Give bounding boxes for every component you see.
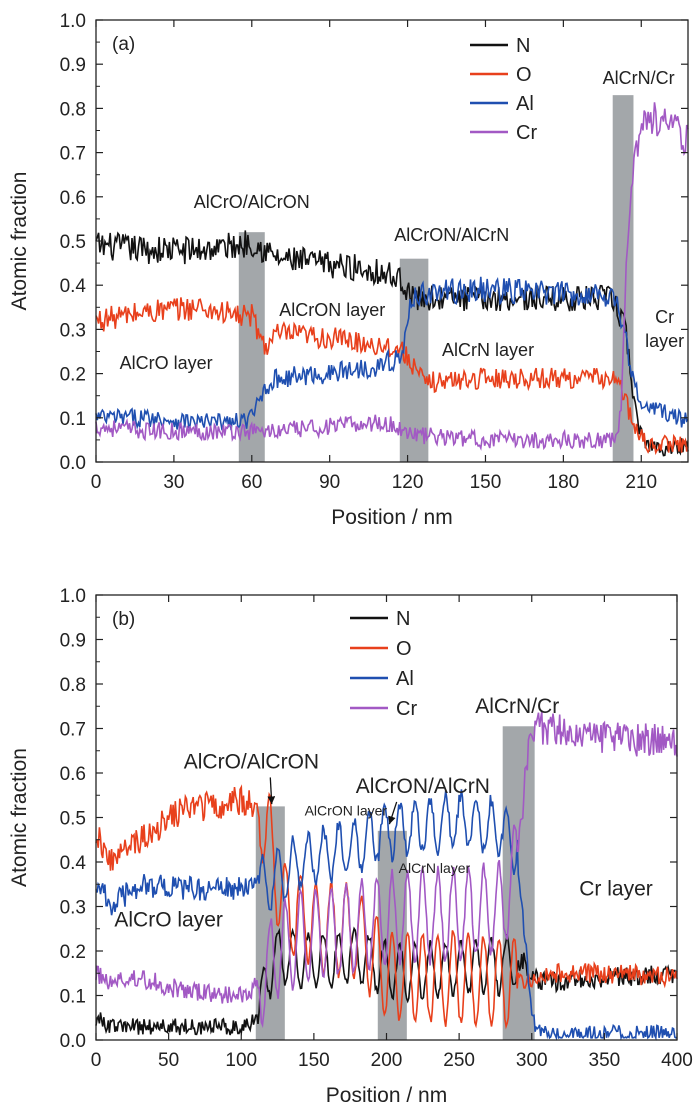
panel-a-x-tick-label: 210 — [625, 472, 657, 493]
panel-a-legend-label-n: N — [516, 35, 530, 57]
panel-b-arrow-1 — [267, 777, 276, 805]
panel-b-annotation-2: AlCrON/AlCrN — [356, 775, 490, 798]
panel-a-annotation-8: layer — [645, 331, 684, 351]
panel-b-annotation-7: Cr layer — [579, 877, 653, 900]
panel-b-y-tick-label: 0.4 — [60, 853, 87, 874]
panel-b-legend-label-al: Al — [396, 668, 414, 690]
panel-b-x-tick-label: 0 — [91, 1050, 102, 1071]
panel-b-x-tick-label: 100 — [225, 1050, 257, 1071]
panel-a-y-tick-label: 0.1 — [60, 409, 86, 430]
panel-b-legend-label-cr: Cr — [396, 698, 417, 720]
panel-a-annotation-2: AlCrON/AlCrN — [394, 225, 509, 245]
panel-a-y-tick-label: 1.0 — [60, 11, 86, 32]
panel-a-y-tick-label: 0.5 — [60, 232, 86, 253]
panel-a-annotation-4: AlCrON layer — [279, 300, 385, 320]
panel-a-x-tick-label: 0 — [91, 472, 102, 493]
panel-b-x-tick-label: 200 — [371, 1050, 403, 1071]
panel-b-x-tick-label: 150 — [298, 1050, 330, 1071]
panel-b-x-tick-label: 300 — [516, 1050, 548, 1071]
panel-a-series-cr-line — [95, 102, 689, 451]
panel-b-y-tick-label: 0.9 — [60, 631, 86, 652]
panel-a-series-al-line — [95, 276, 689, 431]
panel-b-y-tick-label: 0.7 — [60, 720, 86, 741]
panel-b-legend-label-n: N — [396, 608, 410, 630]
panel-b-x-tick-label: 350 — [589, 1050, 621, 1071]
panel-a-series-n-line — [95, 230, 689, 457]
panel-b-annotation-3: AlCrN/Cr — [475, 695, 559, 718]
panel-b-annotation-6: AlCrO layer — [114, 909, 223, 932]
panel-a-legend-label-o: O — [516, 64, 532, 86]
panel-b-y-tick-label: 0.6 — [60, 764, 86, 785]
panel-b-y-tick-label: 0.5 — [60, 809, 86, 830]
panel-a-annotation-1: AlCrO/AlCrON — [194, 192, 310, 212]
panel-b-x-axis-label: Position / nm — [326, 1084, 447, 1103]
panel-a-annotation-6: AlCrN layer — [442, 340, 534, 360]
panel-b-y-tick-label: 0.1 — [60, 987, 86, 1008]
panel-a-chart: 0.0 0.1 0.2 0.3 0.4 0.5 0.6 0.7 0.8 0.9 1.0 0 30 60 90… — [8, 11, 689, 529]
panel-a-series-o-line — [95, 297, 689, 456]
panel-b-y-tick-label: 0.2 — [60, 942, 86, 963]
panel-a-x-tick-label: 150 — [470, 472, 502, 493]
panel-b-chart: 0.0 0.1 0.2 0.3 0.4 0.5 0.6 0.7 0.8 0.9 1.0 0 50 100 1… — [8, 586, 693, 1103]
panel-a-legend-label-cr: Cr — [516, 122, 537, 144]
panel-b-series-cr-line — [95, 711, 678, 1029]
panel-a-x-tick-label: 90 — [319, 472, 340, 493]
panel-b-arrow-2 — [388, 801, 398, 825]
panel-a-annotation-3: AlCrN/Cr — [603, 68, 675, 88]
panel-b-annotation-1: AlCrO/AlCrON — [184, 751, 319, 774]
panel-a-x-tick-label: 30 — [163, 472, 184, 493]
panel-b-y-axis-label: Atomic fraction — [8, 748, 31, 887]
panel-a-legend-label-al: Al — [516, 93, 534, 115]
panel-b-annotation-4: AlCrON layer — [305, 802, 388, 818]
panel-a-x-axis-label: Position / nm — [331, 506, 452, 529]
panel-a-y-tick-label: 0.0 — [60, 453, 86, 474]
panel-b-panel-label: (b) — [112, 609, 135, 630]
panel-b-y-tick-label: 1.0 — [60, 586, 86, 607]
panel-a-x-tick-label: 120 — [392, 472, 424, 493]
panel-a-interface-region-3 — [612, 95, 634, 462]
panel-a-y-tick-label: 0.8 — [60, 99, 86, 120]
panel-b-x-tick-label: 250 — [443, 1050, 475, 1071]
panel-a-y-tick-label: 0.6 — [60, 188, 86, 209]
panel-a-x-tick-label: 180 — [548, 472, 580, 493]
panel-a-y-axis-label: Atomic fraction — [8, 172, 31, 311]
panel-a-y-tick-label: 0.2 — [60, 365, 86, 386]
panel-b-y-tick-label: 0.0 — [60, 1031, 86, 1052]
panel-a-panel-label: (a) — [112, 34, 135, 55]
panel-b-y-tick-label: 0.3 — [60, 898, 86, 919]
panel-b-y-tick-label: 0.8 — [60, 675, 86, 696]
panel-b-x-tick-label: 50 — [158, 1050, 179, 1071]
panel-b-annotation-5: AlCrN layer — [399, 860, 471, 876]
panel-a-y-tick-label: 0.4 — [60, 276, 87, 297]
panel-a-y-tick-label: 0.7 — [60, 144, 86, 165]
panel-b-series-o-line — [95, 784, 678, 1030]
panel-a-annotation-5: AlCrO layer — [120, 353, 213, 373]
panel-a-x-tick-label: 60 — [241, 472, 262, 493]
panel-b-legend-label-o: O — [396, 638, 412, 660]
panel-a-y-tick-label: 0.9 — [60, 55, 86, 76]
panel-a-annotation-7: Cr — [655, 307, 674, 327]
panel-a-plot-frame — [95, 19, 689, 463]
panel-b-x-tick-label: 400 — [661, 1050, 693, 1071]
panel-b-series-al-line — [95, 789, 678, 1041]
panel-a-y-tick-label: 0.3 — [60, 320, 86, 341]
